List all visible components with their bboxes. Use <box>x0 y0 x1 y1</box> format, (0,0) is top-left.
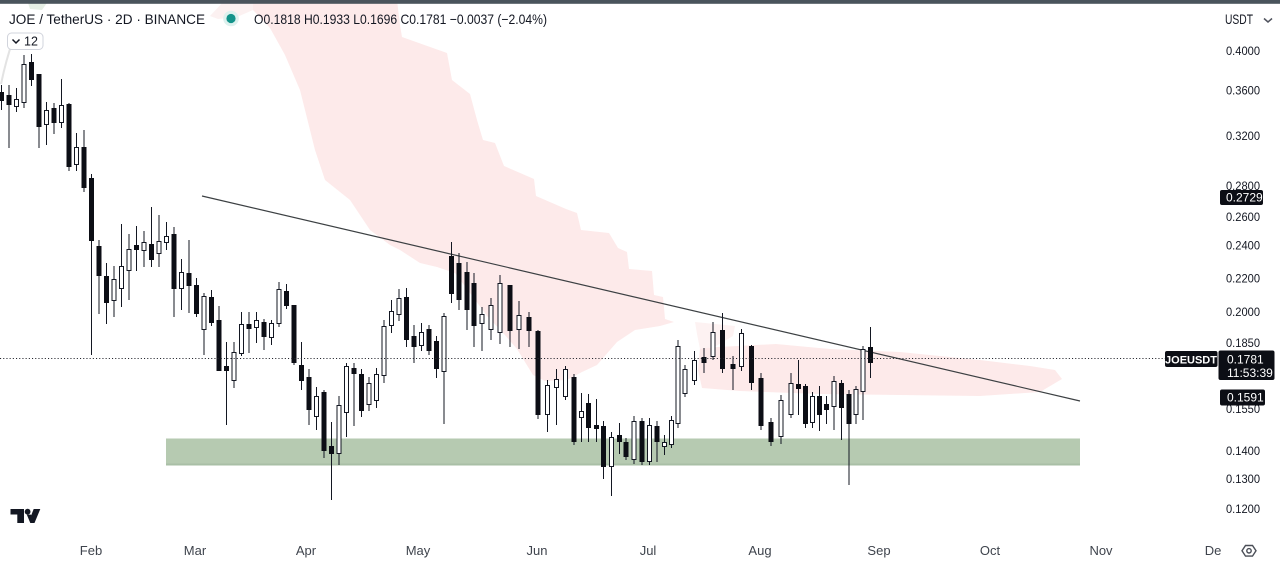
svg-text:Oct: Oct <box>980 543 1001 558</box>
svg-text:0.1400: 0.1400 <box>1226 444 1260 458</box>
svg-text:Jul: Jul <box>640 543 657 558</box>
svg-text:JOEUSDT: JOEUSDT <box>1165 354 1217 366</box>
svg-text:JOE / TetherUS · 2D · BINANCE: JOE / TetherUS · 2D · BINANCE <box>9 11 205 27</box>
svg-text:11:53:39: 11:53:39 <box>1227 366 1273 380</box>
svg-text:Mar: Mar <box>184 543 207 558</box>
svg-text:0.1300: 0.1300 <box>1226 472 1260 486</box>
svg-text:0.1200: 0.1200 <box>1226 502 1260 516</box>
svg-text:De: De <box>1205 543 1222 558</box>
svg-text:Feb: Feb <box>80 543 102 558</box>
svg-text:Apr: Apr <box>296 543 317 558</box>
svg-text:0.3600: 0.3600 <box>1226 84 1260 98</box>
svg-text:Sep: Sep <box>867 543 890 558</box>
svg-text:0.3200: 0.3200 <box>1226 129 1260 143</box>
svg-text:0.2000: 0.2000 <box>1226 305 1260 319</box>
svg-text:0.2200: 0.2200 <box>1226 272 1260 286</box>
svg-text:Aug: Aug <box>748 543 771 558</box>
svg-text:Nov: Nov <box>1089 543 1113 558</box>
svg-text:0.1781: 0.1781 <box>1227 353 1264 367</box>
svg-text:Jun: Jun <box>527 543 548 558</box>
svg-text:May: May <box>406 543 431 558</box>
svg-text:0.1550: 0.1550 <box>1226 402 1260 416</box>
svg-text:0.2400: 0.2400 <box>1226 239 1260 253</box>
svg-text:0.2600: 0.2600 <box>1226 210 1260 224</box>
svg-text:USDT: USDT <box>1225 12 1253 27</box>
svg-text:0.2729: 0.2729 <box>1226 191 1263 205</box>
svg-text:0.1850: 0.1850 <box>1226 336 1260 350</box>
svg-text:12: 12 <box>24 35 38 49</box>
svg-text:O0.1818 H0.1933 L0.1696 C0.178: O0.1818 H0.1933 L0.1696 C0.1781 −0.0037 … <box>254 11 547 27</box>
svg-text:0.2800: 0.2800 <box>1226 179 1260 193</box>
svg-text:0.1591: 0.1591 <box>1227 391 1264 405</box>
svg-text:0.4000: 0.4000 <box>1226 44 1260 58</box>
